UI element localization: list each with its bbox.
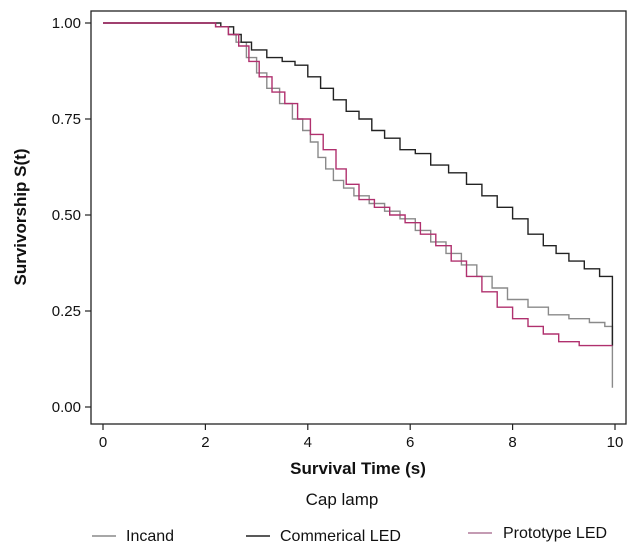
x-tick-label: 10 [607, 434, 624, 451]
y-tick-label: 1.00 [52, 15, 81, 32]
legend-title: Cap lamp [306, 490, 379, 509]
x-tick-label: 6 [406, 434, 414, 451]
y-tick-label: 0.25 [52, 303, 81, 320]
legend-label-prototype-led: Prototype LED [503, 525, 607, 542]
x-tick-label: 2 [201, 434, 209, 451]
plot-frame [90, 10, 627, 425]
y-tick-label: 0.00 [52, 399, 81, 416]
x-axis-title: Survival Time (s) [290, 459, 426, 478]
series-line-incand [103, 22, 614, 388]
y-tick-label: 0.75 [52, 111, 81, 128]
series-line-commerical-led [103, 22, 614, 346]
x-tick-label: 4 [304, 434, 312, 451]
y-axis-ticks: 0.00 0.25 0.50 0.75 1.00 [52, 15, 91, 416]
x-axis-ticks: 0 2 4 6 8 10 [99, 424, 624, 451]
series-line-prototype-led [103, 22, 613, 347]
y-axis-title: Survivorship S(t) [11, 149, 30, 286]
legend: Incand Commerical LED Prototype LED [92, 525, 607, 545]
legend-label-incand: Incand [126, 528, 174, 545]
legend-label-commerical-led: Commerical LED [280, 528, 401, 545]
x-tick-label: 0 [99, 434, 107, 451]
x-tick-label: 8 [508, 434, 516, 451]
y-tick-label: 0.50 [52, 207, 81, 224]
series-lines [103, 22, 614, 388]
